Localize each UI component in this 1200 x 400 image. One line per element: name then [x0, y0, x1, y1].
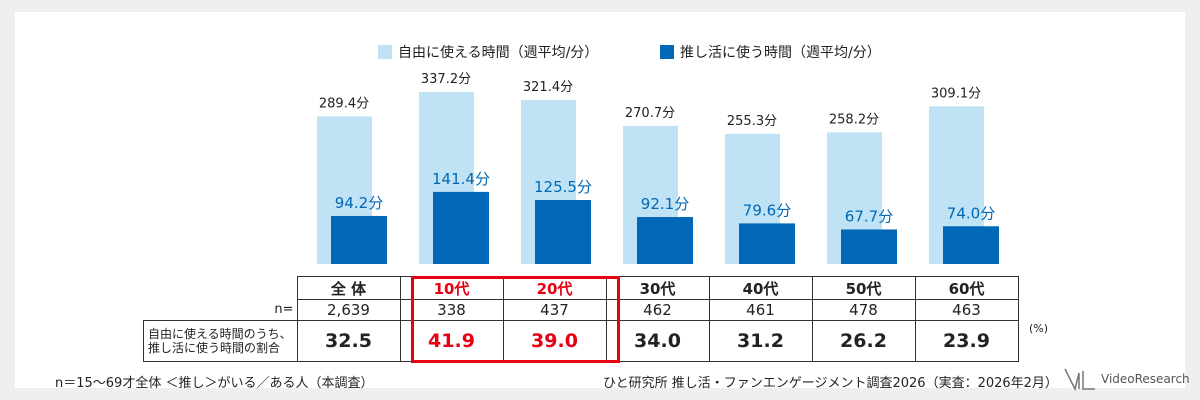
bar-oshi-time [433, 191, 489, 264]
col-header-60s: 60代 [914, 276, 1019, 300]
ratio-value-all: 32.5 [296, 320, 401, 362]
label-oshi-time: 79.6分 [743, 201, 791, 219]
legend-label-oshi-time: 推し活に使う時間（週平均/分） [680, 45, 881, 61]
legend-label-free-time: 自由に使える時間（週平均/分） [398, 45, 599, 61]
ratio-value-40s: 31.2 [708, 320, 813, 362]
n-value-60s: 463 [914, 299, 1019, 321]
table-corner [144, 277, 298, 300]
ratio-value-10s: 41.9 [399, 320, 504, 362]
col-header-all: 全 体 [296, 276, 401, 300]
ratio-value-20s: 39.0 [502, 320, 607, 362]
col-header-40s: 40代 [708, 276, 813, 300]
label-free-time: 258.2分 [829, 112, 879, 127]
label-free-time: 337.2分 [421, 72, 471, 87]
col-header-50s: 50代 [811, 276, 916, 300]
label-free-time: 309.1分 [931, 86, 981, 101]
unit-label: (%) [1029, 322, 1049, 335]
n-value-all: 2,639 [296, 299, 401, 321]
label-free-time: 270.7分 [625, 106, 675, 121]
logo-text: VideoResearch [1101, 372, 1190, 386]
ratio-value-60s: 23.9 [914, 320, 1019, 362]
label-oshi-time: 74.0分 [947, 204, 995, 222]
col-header-30s: 30代 [605, 276, 710, 300]
data-table: 全 体 10代 20代 30代 40代 50代 60代 n= 2,639 338… [143, 276, 1019, 362]
label-oshi-time: 125.5分 [534, 178, 592, 196]
n-value-30s: 462 [605, 299, 710, 321]
label-oshi-time: 92.1分 [641, 195, 689, 213]
ratio-label-line2: 推し活に使う時間の割合 [148, 341, 281, 355]
bar-oshi-time [841, 229, 897, 264]
ratio-row-label: 自由に使える時間のうち、 推し活に使う時間の割合 [143, 320, 298, 362]
bar-oshi-time [943, 226, 999, 264]
n-value-50s: 478 [811, 299, 916, 321]
ratio-value-50s: 26.2 [811, 320, 916, 362]
label-oshi-time: 94.2分 [335, 194, 383, 212]
chart-panel: 289.4分 94.2分 337.2分 141.4分 321.4分 125.5分 270.7… [15, 12, 1190, 391]
col-header-10s: 10代 [399, 276, 504, 300]
bar-oshi-time [739, 223, 795, 264]
n-value-10s: 338 [399, 299, 504, 321]
n-value-40s: 461 [708, 299, 813, 321]
footnote-source: ひと研究所 推し活・ファンエンゲージメント調査2026（実査：2026年2月） [603, 376, 1058, 391]
label-oshi-time: 67.7分 [845, 207, 893, 225]
col-header-20s: 20代 [502, 276, 607, 300]
bar-oshi-time [535, 199, 591, 264]
legend-swatch-oshi-time [660, 45, 674, 59]
label-free-time: 289.4分 [319, 96, 369, 111]
n-row-label: n= [274, 302, 294, 318]
n-value-20s: 437 [502, 299, 607, 321]
footnote-sample: n＝15～69才全体 ＜推し＞がいる／ある人（本調査） [55, 376, 374, 391]
label-oshi-time: 141.4分 [432, 170, 490, 188]
ratio-value-30s: 34.0 [605, 320, 710, 362]
logo-mark-icon [1064, 368, 1095, 391]
ratio-label-line1: 自由に使える時間のうち、 [148, 327, 292, 341]
legend-item-oshi-time: 推し活に使う時間（週平均/分） [660, 42, 881, 62]
legend-item-free-time: 自由に使える時間（週平均/分） [378, 42, 598, 62]
bar-chart: 289.4分 94.2分 337.2分 141.4分 321.4分 125.5分 270.7… [317, 72, 999, 265]
video-research-logo: VideoResearch [1063, 367, 1190, 391]
label-free-time: 255.3分 [727, 114, 777, 129]
label-free-time: 321.4分 [523, 80, 573, 95]
bar-oshi-time [637, 217, 693, 264]
legend-swatch-free-time [378, 45, 392, 59]
bar-oshi-time [331, 215, 387, 264]
